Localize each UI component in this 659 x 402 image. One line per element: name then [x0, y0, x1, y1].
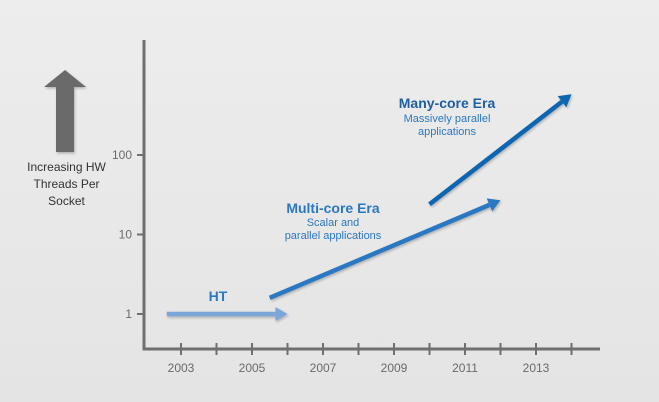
y-axis-ticks: 1 10 100	[112, 148, 144, 321]
series-arrow-1	[268, 198, 501, 300]
axes	[142, 40, 600, 351]
x-tick-label: 2013	[523, 361, 550, 375]
x-tick-label: 2009	[381, 361, 408, 375]
series-label-many-core: Many-core Era	[399, 95, 496, 111]
x-tick-label: 2003	[168, 361, 195, 375]
series-arrowhead	[275, 307, 288, 321]
series-arrowhead	[486, 198, 501, 212]
series-label-ht: HT	[209, 288, 228, 304]
series-line	[428, 99, 564, 207]
series-arrowhead	[557, 94, 572, 108]
y-tick-label: 100	[112, 148, 132, 162]
x-tick-label: 2007	[310, 361, 337, 375]
y-tick-label: 10	[119, 228, 133, 242]
y-axis-label: Increasing HW Threads Per Socket	[27, 160, 106, 208]
up-arrow-icon	[44, 70, 86, 152]
y-tick-label: 1	[125, 307, 132, 321]
series-arrow-0	[166, 307, 288, 321]
series-line	[268, 202, 491, 300]
series-desc-many-core: Massively parallel applications	[404, 113, 491, 138]
x-tick-label: 2011	[452, 361, 478, 375]
x-axis-ticks: 2003 2005 2007 2009 2011 2013	[168, 343, 573, 375]
x-tick-label: 2005	[239, 361, 266, 375]
series-arrow-2	[428, 94, 572, 207]
series-desc-multi-core: Scalar and parallel applications	[285, 217, 382, 242]
series-label-multi-core: Multi-core Era	[286, 200, 380, 216]
series-arrows	[166, 94, 572, 321]
